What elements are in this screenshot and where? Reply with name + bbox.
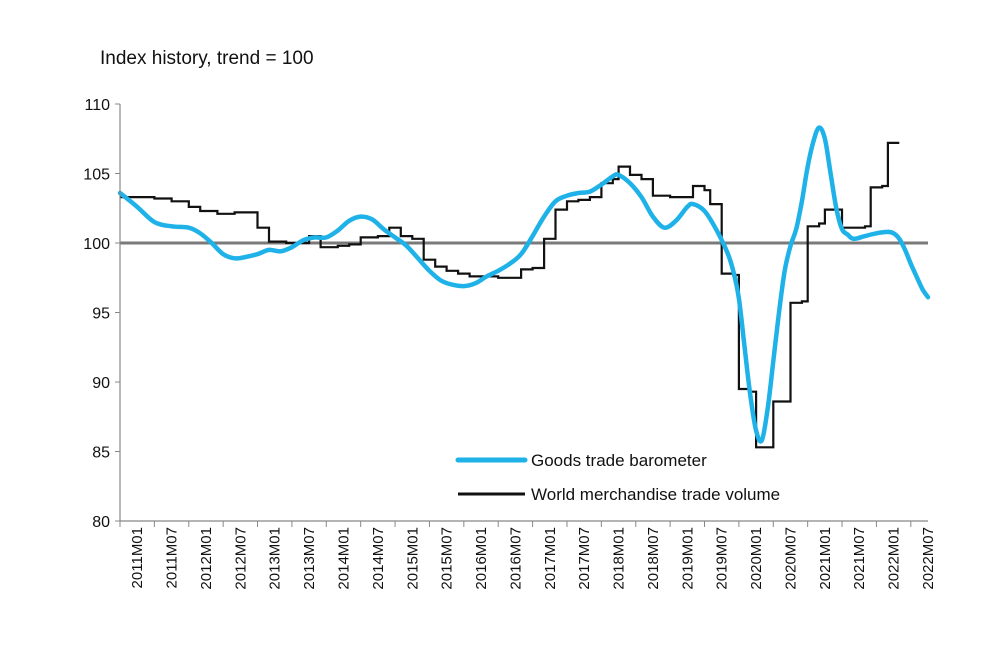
x-tick-label-2019M01: 2019M01 xyxy=(679,527,696,590)
x-tick-label-2021M01: 2021M01 xyxy=(817,527,834,590)
x-tick-label-2014M01: 2014M01 xyxy=(335,527,352,590)
x-tick-label-2021M07: 2021M07 xyxy=(851,527,868,590)
x-tick-label-2012M07: 2012M07 xyxy=(232,527,249,590)
legend-label-world-merchandise-trade-volume: World merchandise trade volume xyxy=(531,485,780,504)
y-tick-label-95: 95 xyxy=(92,306,110,323)
y-tick-label-90: 90 xyxy=(92,375,110,392)
x-tick-label-2019M07: 2019M07 xyxy=(714,527,731,590)
x-axis-ticks: 2011M01 2011M07 2012M01 2012M07 2013M01 2013M… xyxy=(119,521,937,590)
legend: Goods trade barometer World merchandise … xyxy=(455,451,780,504)
x-tick-label-2015M01: 2015M01 xyxy=(404,527,421,590)
x-tick-label-2011M01: 2011M01 xyxy=(129,527,146,588)
y-tick-label-100: 100 xyxy=(83,236,110,253)
x-tick-label-2015M07: 2015M07 xyxy=(439,527,456,590)
x-tick-label-2011M07: 2011M07 xyxy=(164,527,181,588)
x-tick-label-2020M07: 2020M07 xyxy=(782,527,799,590)
y-tick-label-85: 85 xyxy=(92,445,110,462)
y-tick-label-105: 105 xyxy=(83,167,110,184)
chart-subtitle: Index history, trend = 100 xyxy=(100,48,314,69)
x-tick-label-2018M01: 2018M01 xyxy=(611,527,628,590)
series-line-goods-trade-barometer xyxy=(117,125,931,444)
x-tick-label-2012M01: 2012M01 xyxy=(198,527,215,590)
x-tick-label-2022M07: 2022M07 xyxy=(920,527,937,590)
x-tick-label-2014M07: 2014M07 xyxy=(370,527,387,590)
x-tick-label-2013M07: 2013M07 xyxy=(301,527,318,590)
legend-label-goods-trade-barometer: Goods trade barometer xyxy=(531,451,707,470)
y-tick-label-80: 80 xyxy=(92,514,110,531)
x-tick-label-2017M01: 2017M01 xyxy=(542,527,559,590)
x-tick-label-2016M01: 2016M01 xyxy=(473,527,490,590)
x-tick-label-2017M07: 2017M07 xyxy=(576,527,593,590)
y-axis-ticks: 80 85 90 95 100 105 110 xyxy=(83,97,120,531)
y-tick-label-110: 110 xyxy=(84,97,110,114)
x-tick-label-2020M01: 2020M01 xyxy=(748,527,765,590)
x-tick-label-2022M01: 2022M01 xyxy=(886,527,903,590)
x-tick-label-2013M01: 2013M01 xyxy=(267,527,284,590)
x-tick-label-2018M07: 2018M07 xyxy=(645,527,662,590)
x-tick-label-2016M07: 2016M07 xyxy=(507,527,524,590)
